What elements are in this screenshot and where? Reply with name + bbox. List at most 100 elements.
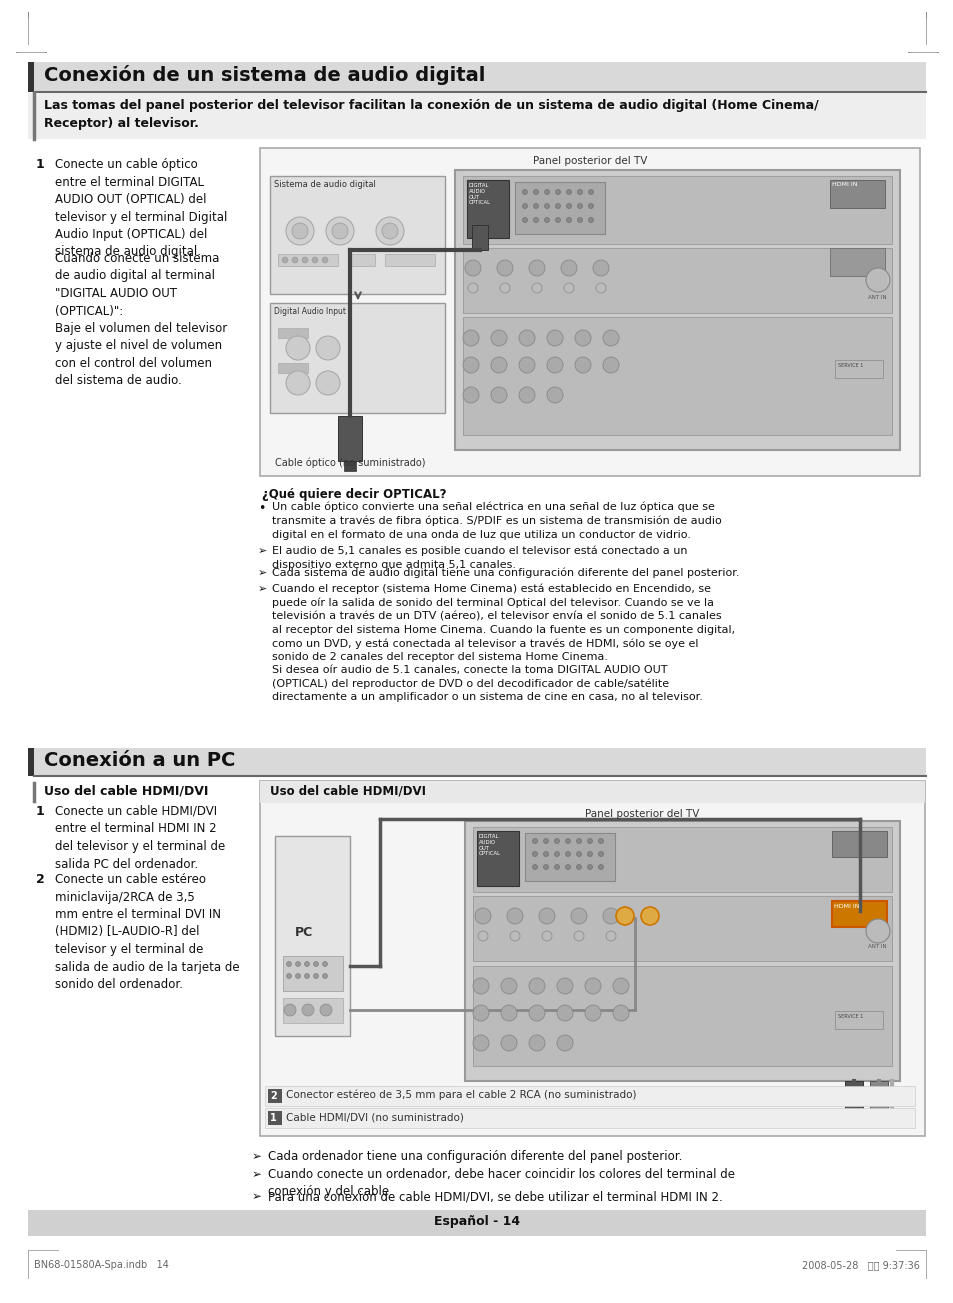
Circle shape [546,387,562,403]
Circle shape [522,203,527,208]
Bar [524,833,615,881]
Circle shape [588,189,593,194]
Circle shape [533,203,537,208]
Circle shape [598,839,603,843]
Circle shape [865,268,889,292]
Text: Panel posterior del TV: Panel posterior del TV [584,809,699,820]
Text: DIGITAL
AUDIO
OUT
OPTICAL: DIGITAL AUDIO OUT OPTICAL [478,834,500,856]
Text: El audio de 5,1 canales es posible cuando el televisor está conectado a un
dispo: El audio de 5,1 canales es posible cuand… [272,546,687,569]
Text: HDMI IN: HDMI IN [831,182,857,188]
Bar [473,896,891,962]
Circle shape [462,387,478,403]
Circle shape [541,932,552,941]
Circle shape [640,907,659,925]
Circle shape [566,203,571,208]
Circle shape [491,387,506,403]
Bar [467,180,509,238]
Bar [268,1089,282,1104]
Circle shape [510,932,519,941]
Circle shape [577,203,582,208]
Circle shape [602,330,618,347]
Circle shape [462,330,478,347]
Bar [274,837,350,1036]
Bar [270,176,444,294]
Circle shape [557,979,573,994]
Circle shape [319,1005,332,1016]
Bar [834,360,882,378]
Circle shape [491,330,506,347]
Text: Conexión a un PC: Conexión a un PC [44,751,235,770]
Bar [831,831,886,857]
Bar [834,1011,882,1029]
Circle shape [286,371,310,395]
Circle shape [587,864,592,869]
Bar [270,304,444,413]
Circle shape [500,1005,517,1022]
Text: ➢: ➢ [252,1167,262,1181]
Text: Cada sistema de audio digital tiene una configuración diferente del panel poster: Cada sistema de audio digital tiene una … [272,568,739,579]
Circle shape [529,1035,544,1052]
Text: 2008-05-28   오후 9:37:36: 2008-05-28 오후 9:37:36 [801,1260,919,1270]
Text: HDMI IN: HDMI IN [833,904,859,909]
Circle shape [865,919,889,943]
Bar [829,180,884,208]
Circle shape [326,218,354,245]
Circle shape [575,330,590,347]
Circle shape [555,203,560,208]
Text: Cuando conecte un ordenador, debe hacer coincidir los colores del terminal de
co: Cuando conecte un ordenador, debe hacer … [268,1167,734,1197]
Text: ➢: ➢ [257,584,267,594]
Circle shape [464,261,480,276]
Circle shape [563,283,574,293]
Bar [464,821,899,1081]
Bar [829,248,884,276]
Circle shape [560,261,577,276]
Bar [869,1081,887,1111]
Circle shape [475,908,491,924]
Bar [462,248,891,313]
Text: 1: 1 [270,1113,276,1123]
Circle shape [322,257,328,263]
Circle shape [588,203,593,208]
Circle shape [462,357,478,373]
Text: 1: 1 [36,158,45,171]
Circle shape [518,330,535,347]
Text: PC: PC [294,926,313,939]
Circle shape [587,839,592,843]
Bar [844,1081,862,1111]
Bar [268,1111,282,1124]
Circle shape [302,257,308,263]
Circle shape [518,387,535,403]
Circle shape [315,336,339,360]
Bar [277,364,308,373]
Circle shape [322,962,327,967]
Circle shape [602,357,618,373]
Bar [34,63,925,93]
Circle shape [543,851,548,856]
Text: ANT IN: ANT IN [867,294,885,300]
Circle shape [596,283,605,293]
Circle shape [295,973,300,979]
Circle shape [286,973,292,979]
Circle shape [304,973,309,979]
Circle shape [477,932,488,941]
Circle shape [598,851,603,856]
Circle shape [538,908,555,924]
Circle shape [566,189,571,194]
Circle shape [565,839,570,843]
Bar [260,149,919,476]
Text: SERVICE 1: SERVICE 1 [837,364,862,367]
Circle shape [588,218,593,223]
Circle shape [312,257,317,263]
Circle shape [543,839,548,843]
Circle shape [593,261,608,276]
Text: ¿Qué quiere decir OPTICAL?: ¿Qué quiere decir OPTICAL? [262,489,446,500]
Bar [34,748,925,777]
Circle shape [574,932,583,941]
Text: Un cable óptico convierte una señal eléctrica en una señal de luz óptica que se
: Un cable óptico convierte una señal eléc… [272,502,721,539]
Circle shape [518,357,535,373]
Circle shape [522,189,527,194]
Text: Español - 14: Español - 14 [434,1214,519,1227]
Text: DIGITAL
AUDIO
OUT
OPTICAL: DIGITAL AUDIO OUT OPTICAL [469,182,491,206]
Circle shape [557,1035,573,1052]
Circle shape [577,189,582,194]
